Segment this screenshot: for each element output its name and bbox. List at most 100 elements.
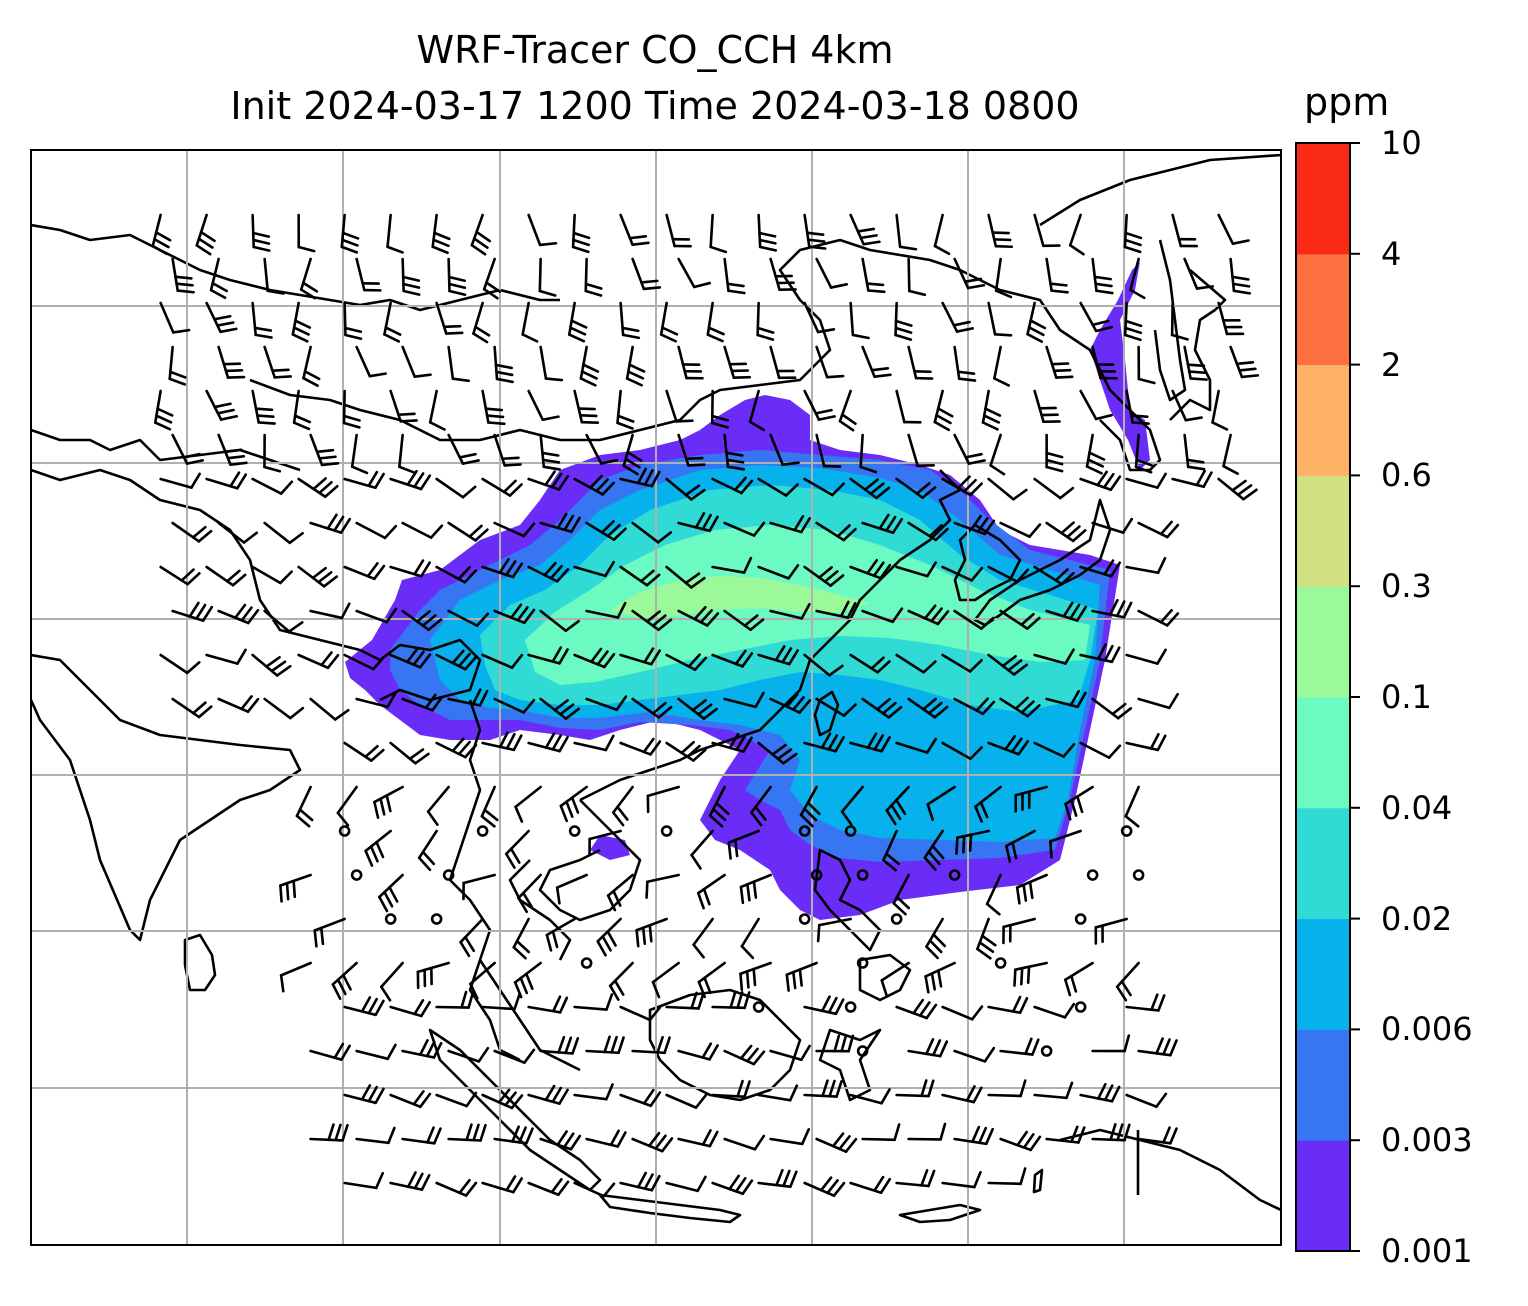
- wind-barb: [611, 785, 634, 827]
- wind-barb: [631, 521, 673, 544]
- wind-barb: [1094, 917, 1128, 945]
- wind-barb: [608, 961, 634, 1001]
- wind-barb: [933, 213, 951, 256]
- wind-barb: [895, 653, 937, 674]
- wind-barb: [849, 213, 881, 246]
- wind-barb: [1123, 213, 1143, 254]
- wind-barb: [171, 521, 213, 543]
- wind-barb: [355, 607, 398, 624]
- wind-barb: [646, 785, 680, 814]
- wind-barb: [907, 257, 927, 297]
- wind-barb: [159, 301, 191, 334]
- wind-barb: [907, 697, 949, 719]
- wind-barb: [816, 917, 852, 943]
- wind-barb: [401, 1039, 443, 1059]
- wind-barb: [803, 565, 845, 587]
- wind-barb: [481, 1088, 524, 1110]
- wind-barb: [976, 917, 997, 960]
- wind-calm-marker: [1074, 1001, 1087, 1013]
- wind-barb: [297, 651, 340, 670]
- wind-barb: [416, 961, 450, 990]
- wind-barb: [1217, 301, 1245, 336]
- colorbar-tick-label: 0.6: [1381, 456, 1432, 495]
- wind-calm-marker: [384, 913, 397, 925]
- wind-barb: [631, 609, 673, 632]
- colorbar-segment: [1296, 807, 1350, 920]
- wind-barb: [885, 785, 910, 826]
- wind-barb: [1125, 648, 1167, 665]
- coast-sulawesi: [818, 1028, 882, 1102]
- coast-india: [31, 653, 302, 942]
- wind-barb: [539, 345, 564, 382]
- wind-barb: [849, 1088, 891, 1105]
- wind-barb: [389, 1171, 431, 1191]
- wind-barb: [803, 995, 845, 1016]
- wind-barb: [987, 301, 1013, 337]
- wind-barb: [573, 734, 615, 752]
- wind-barb: [757, 564, 800, 580]
- wind-barb: [710, 389, 730, 429]
- wind-barb: [677, 697, 718, 720]
- coast-philippines-mindanao: [858, 953, 912, 1002]
- wind-barb: [251, 389, 276, 425]
- wind-barb: [309, 602, 351, 620]
- wind-barb: [521, 301, 539, 343]
- wind-barb: [739, 961, 772, 992]
- wind-barb: [1033, 648, 1075, 665]
- wind-barb: [389, 1090, 432, 1109]
- wind-barb: [665, 213, 692, 248]
- wind-barb: [217, 695, 260, 714]
- colorbar-tick-label: 0.1: [1381, 678, 1432, 716]
- wind-barb: [953, 609, 995, 630]
- wind-barb: [263, 257, 285, 295]
- wind-barb: [431, 213, 451, 255]
- wind-barb: [803, 213, 827, 250]
- wind-calm-marker: [798, 913, 811, 925]
- wind-barb: [1137, 1126, 1178, 1145]
- wind-barb: [665, 1093, 708, 1109]
- wind-barb: [815, 521, 857, 542]
- wind-barb: [573, 560, 615, 578]
- wind-calm-marker: [948, 869, 961, 881]
- wind-barb: [861, 345, 892, 378]
- wind-barb: [401, 693, 444, 712]
- wind-barb: [723, 609, 765, 632]
- wind-barb: [1045, 345, 1074, 379]
- wind-barb: [1137, 608, 1180, 627]
- wind-barb: [585, 601, 627, 619]
- wind-barb: [665, 565, 706, 589]
- wind-calm-marker: [338, 825, 351, 837]
- wind-barb: [677, 512, 719, 533]
- colorbar-tick-label: 0.02: [1381, 899, 1453, 938]
- wind-barb: [159, 472, 201, 489]
- wind-barb: [999, 521, 1042, 538]
- wind-barb: [1079, 470, 1122, 492]
- wind-barb: [159, 653, 201, 675]
- wind-barb: [1079, 301, 1113, 333]
- wind-barb: [1045, 689, 1087, 709]
- wind-barb: [622, 433, 643, 476]
- wind-barb: [1183, 345, 1208, 381]
- wind-barb: [723, 691, 765, 709]
- wind-barb: [426, 785, 450, 826]
- wind-barb: [1079, 389, 1113, 421]
- wind-barb: [882, 829, 900, 872]
- wind-barb: [585, 695, 628, 712]
- wind-barb: [481, 731, 523, 752]
- wind-barb: [861, 697, 903, 719]
- wind-barb: [953, 1046, 996, 1063]
- wind-calm-marker: [660, 825, 673, 837]
- wind-barb: [504, 829, 530, 869]
- wind-barb: [251, 301, 273, 339]
- wind-calm-marker: [568, 825, 581, 837]
- wind-calm-marker: [442, 869, 455, 881]
- wind-barb: [481, 992, 521, 1011]
- wind-barb: [815, 600, 857, 619]
- wind-barb: [299, 257, 319, 300]
- wind-barb: [355, 345, 387, 378]
- wind-barb: [527, 995, 569, 1014]
- wind-barb: [769, 345, 797, 380]
- wind-barb: [493, 345, 514, 384]
- wind-barb: [447, 1046, 490, 1063]
- wind-barb: [343, 301, 363, 341]
